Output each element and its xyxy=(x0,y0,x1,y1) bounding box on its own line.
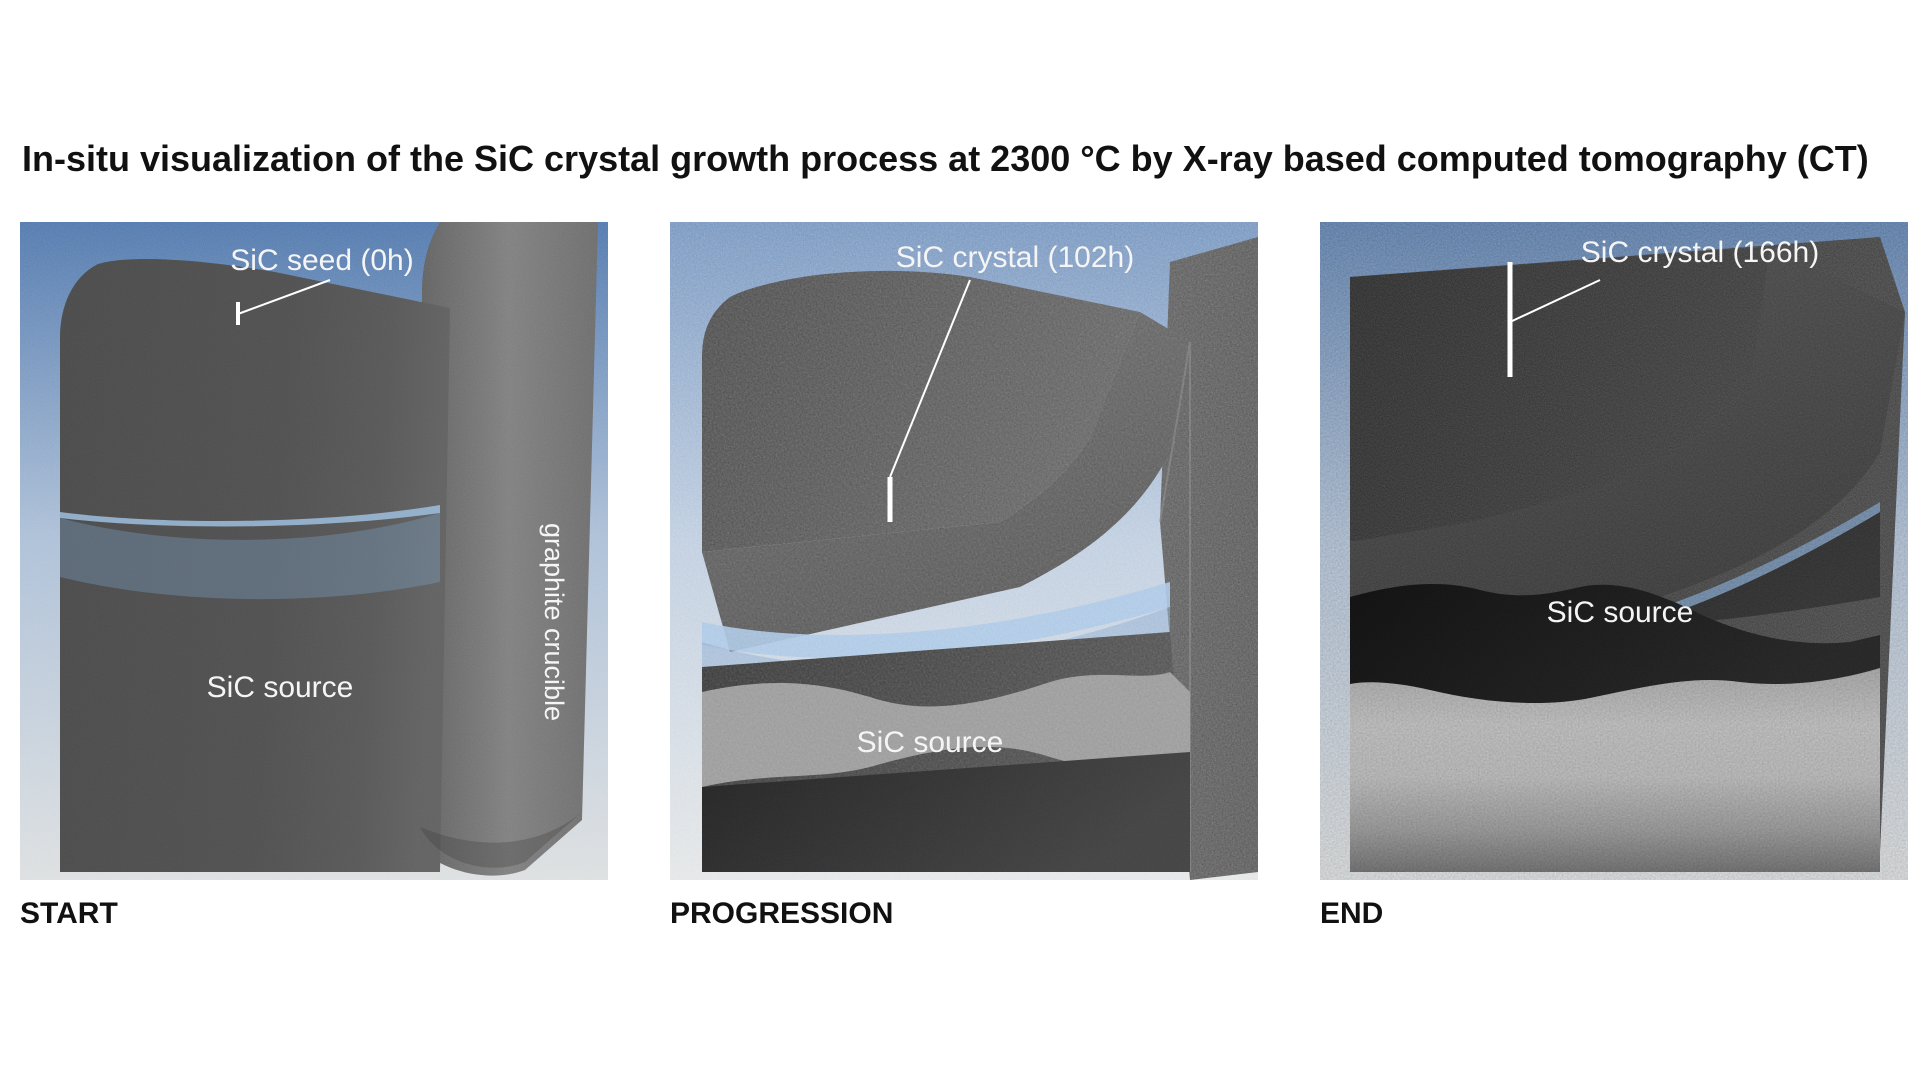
svg-text:SiC source: SiC source xyxy=(857,726,1004,759)
svg-text:SiC seed (0h): SiC seed (0h) xyxy=(230,244,413,277)
svg-text:SiC source: SiC source xyxy=(207,671,354,704)
svg-text:graphite crucible: graphite crucible xyxy=(539,523,569,721)
svg-text:SiC source: SiC source xyxy=(1547,596,1694,629)
svg-text:SiC crystal (102h): SiC crystal (102h) xyxy=(896,241,1134,274)
svg-text:SiC crystal (166h): SiC crystal (166h) xyxy=(1581,236,1819,269)
